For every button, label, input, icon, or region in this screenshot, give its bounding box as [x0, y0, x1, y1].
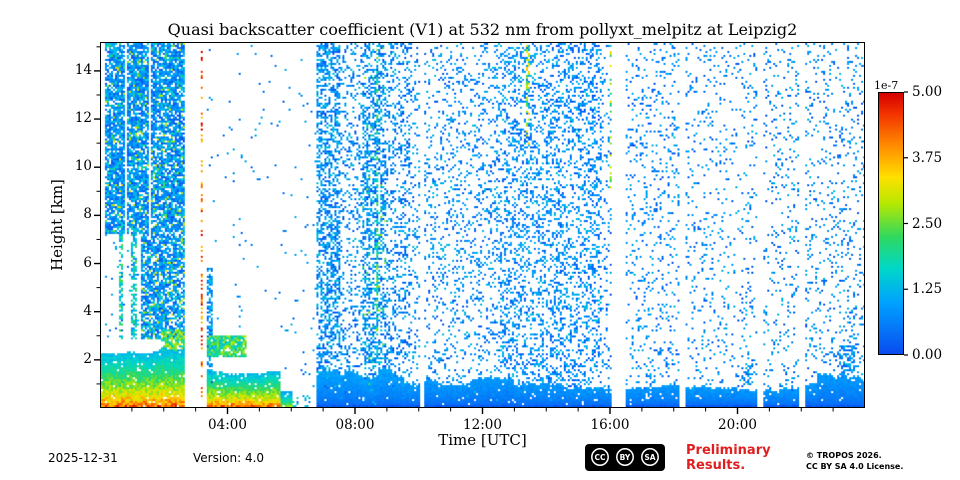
colorbar [878, 92, 904, 355]
sa-icon [641, 448, 659, 466]
heatmap-canvas [101, 43, 864, 407]
x-tick-label: 04:00 [208, 417, 247, 433]
footer-date: 2025-12-31 [48, 451, 118, 465]
footer-version: Version: 4.0 [193, 451, 265, 465]
copyright-note: © TROPOS 2026. CC BY SA 4.0 License. [806, 450, 903, 472]
colorbar-tick-label: 1.25 [912, 281, 943, 298]
cc-badge-icons: CC BY SA [591, 448, 659, 466]
preliminary-results-note: Preliminary Results. [686, 443, 771, 473]
colorbar-canvas [879, 93, 903, 354]
y-tick-label: 2 [83, 350, 92, 367]
chart-title: Quasi backscatter coefficient (V1) at 53… [167, 20, 798, 39]
colorbar-tick-label: 2.50 [912, 215, 943, 232]
y-tick-label: 4 [83, 302, 92, 319]
y-tick-label: 10 [74, 158, 92, 175]
y-tick-label: 12 [74, 110, 92, 127]
by-icon-label: BY [620, 453, 631, 462]
preliminary-line-1: Preliminary [686, 443, 771, 458]
plot-area [100, 42, 865, 408]
colorbar-tick-label: 3.75 [912, 149, 943, 166]
x-tick-label: 12:00 [463, 417, 502, 433]
x-tick-label: 08:00 [335, 417, 375, 433]
sa-icon-label: SA [644, 453, 655, 462]
cc-license-badge: CC BY SA [585, 444, 665, 471]
x-tick-label: 16:00 [590, 417, 630, 433]
colorbar-tick-label: 0.00 [912, 347, 943, 363]
cc-icon-label: CC [594, 453, 606, 462]
x-tick-label: 20:00 [718, 417, 757, 433]
colorbar-exponent: 1e-7 [874, 79, 899, 92]
y-tick-label: 14 [74, 61, 92, 78]
cc-icon [591, 448, 609, 466]
y-tick-label: 6 [83, 254, 92, 271]
copyright-line-2: CC BY SA 4.0 License. [806, 462, 904, 471]
y-tick-label: 8 [83, 206, 92, 223]
colorbar-tick-label: 5.00 [912, 84, 943, 100]
by-icon [616, 448, 634, 466]
preliminary-line-2: Results. [686, 458, 746, 473]
copyright-line-1: © TROPOS 2026. [806, 451, 882, 460]
x-axis-label: Time [UTC] [438, 431, 527, 449]
